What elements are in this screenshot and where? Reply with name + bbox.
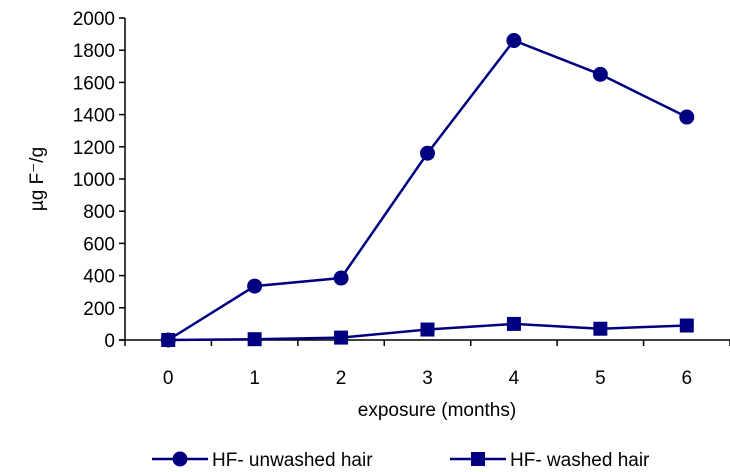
data-point <box>593 321 608 336</box>
x-tick-label: 2 <box>336 368 347 389</box>
y-tick-label: 0 <box>104 331 115 352</box>
y-tick-label: 1400 <box>73 106 115 127</box>
data-point <box>247 332 262 347</box>
y-tick-label: 800 <box>83 202 115 223</box>
data-point <box>679 318 694 333</box>
data-point <box>420 145 435 161</box>
x-tick-label: 1 <box>249 368 260 389</box>
series-line <box>167 38 688 342</box>
x-tick-label: 0 <box>163 368 174 389</box>
data-point <box>333 270 349 286</box>
data-point <box>506 316 521 331</box>
legend-marker-circle-icon <box>172 451 188 467</box>
y-tick-labels: 0 200 400 600 800 1000 1200 1400 1600 1800 2000 <box>73 9 115 352</box>
y-tick-label: 1200 <box>73 138 115 159</box>
x-tick-label: 6 <box>681 368 692 389</box>
legend-label-washed: HF- washed hair <box>510 450 650 471</box>
x-tick-label: 5 <box>595 368 606 389</box>
data-point <box>161 333 176 347</box>
legend: HF- unwashed hair HF- washed hair <box>152 450 650 471</box>
axes <box>119 17 730 346</box>
y-axis-title: µg F⁻/g <box>27 147 48 211</box>
legend-marker-square-icon <box>471 452 485 466</box>
data-point <box>679 109 695 125</box>
data-point <box>506 33 522 49</box>
x-tick-label: 4 <box>509 368 520 389</box>
data-point <box>334 330 349 345</box>
y-tick-label: 200 <box>83 299 115 320</box>
series-layer <box>160 33 695 348</box>
y-tick-label: 600 <box>83 234 115 255</box>
x-axis-title: exposure (months) <box>358 400 516 421</box>
y-tick-label: 400 <box>83 267 115 288</box>
y-tick-label: 1600 <box>73 73 115 94</box>
series-2 <box>161 316 694 347</box>
series-1 <box>160 33 695 348</box>
y-tick-label: 2000 <box>73 9 115 30</box>
x-tick-labels: 0 1 2 3 4 5 6 <box>163 368 692 389</box>
x-tick-label: 3 <box>422 368 433 389</box>
legend-label-unwashed: HF- unwashed hair <box>212 450 373 471</box>
data-point <box>592 66 608 82</box>
y-tick-label: 1000 <box>73 170 115 191</box>
y-tick-label: 1800 <box>73 41 115 62</box>
data-point <box>247 278 263 294</box>
data-point <box>420 322 435 337</box>
